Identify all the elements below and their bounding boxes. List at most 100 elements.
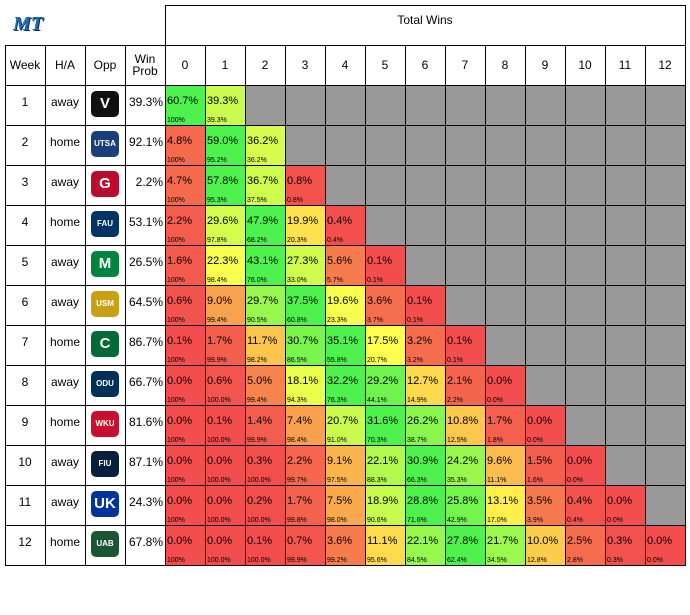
opponent-logo: ODU xyxy=(91,371,119,397)
cumulative-probability: 100% xyxy=(167,157,185,164)
cumulative-probability: 99.9% xyxy=(207,357,227,364)
week-cell: 3 xyxy=(5,165,45,205)
win-probability: 2.1% xyxy=(447,375,473,387)
win-cell: 0.0% 100% xyxy=(165,525,205,565)
cumulative-probability: 91.0% xyxy=(327,437,347,444)
win-probability: 0.0% xyxy=(167,455,193,467)
cumulative-probability: 97.8% xyxy=(207,237,227,244)
week-cell: 10 xyxy=(5,445,45,485)
win-cell: 0.2% 100.0% xyxy=(245,485,285,525)
home-away-cell: home xyxy=(45,325,85,365)
win-probability: 57.8% xyxy=(207,175,239,187)
win-count-label: 10 xyxy=(578,58,592,72)
win-cell: 1.7% 1.8% xyxy=(485,405,525,445)
win-cell: 0.4% 0.4% xyxy=(325,205,365,245)
opponent-logo: V xyxy=(91,91,119,117)
home-away-cell: away xyxy=(45,365,85,405)
win-probability: 0.0% xyxy=(167,535,193,547)
week-cell: 7 xyxy=(5,325,45,365)
opponent-logo: UAB xyxy=(91,531,119,557)
home-away-cell: home xyxy=(45,405,85,445)
empty-cell xyxy=(445,245,485,285)
win-cell: 3.2% 3.2% xyxy=(405,325,445,365)
win-probability: 28.8% xyxy=(407,495,439,507)
week-number: 3 xyxy=(21,175,29,189)
empty-cell xyxy=(445,125,485,165)
win-cell: 0.1% 100.0% xyxy=(205,405,245,445)
empty-cell xyxy=(405,85,445,125)
win-probability: 2.5% xyxy=(567,535,593,547)
opponent-cell: M xyxy=(85,245,125,285)
cumulative-probability: 1.8% xyxy=(487,437,503,444)
empty-cell xyxy=(245,85,285,125)
win-probability: 2.2% xyxy=(167,215,193,227)
win-count-label: 2 xyxy=(261,58,269,72)
week-number: 1 xyxy=(21,95,29,109)
win-probability: 1.5% xyxy=(527,455,553,467)
win-probability: 0.0% xyxy=(167,375,193,387)
cumulative-probability: 3.2% xyxy=(407,357,423,364)
win-cell: 25.8% 42.9% xyxy=(445,485,485,525)
opponent-logo: WKU xyxy=(91,411,119,437)
win-probability: 31.6% xyxy=(367,415,399,427)
win-cell: 17.5% 20.7% xyxy=(365,325,405,365)
win-probability: 0.1% xyxy=(407,295,433,307)
win-cell: 0.8% 0.8% xyxy=(285,165,325,205)
win-count-header-10: 10 xyxy=(565,45,605,85)
win-probability: 9.1% xyxy=(327,455,353,467)
win-probability: 10.8% xyxy=(447,415,479,427)
grid-line xyxy=(245,45,246,566)
empty-cell xyxy=(645,85,685,125)
cumulative-probability: 100% xyxy=(167,277,185,284)
win-cell: 22.1% 84.5% xyxy=(405,525,445,565)
empty-cell xyxy=(485,245,525,285)
win-cell: 0.0% 100% xyxy=(165,445,205,485)
empty-cell xyxy=(405,165,445,205)
home-away-cell: home xyxy=(45,125,85,165)
win-probability: 25.8% xyxy=(447,495,479,507)
win-cell: 0.6% 100.0% xyxy=(205,365,245,405)
grid-line xyxy=(285,45,286,566)
grid-line xyxy=(205,45,206,566)
win-cell: 2.1% 2.2% xyxy=(445,365,485,405)
cumulative-probability: 11.1% xyxy=(487,477,507,484)
win-probability: 0.1% xyxy=(447,335,473,347)
win-cell: 2.5% 2.8% xyxy=(565,525,605,565)
cumulative-probability: 100% xyxy=(167,237,185,244)
win-cell: 1.7% 99.9% xyxy=(205,325,245,365)
week-number: 12 xyxy=(18,535,32,549)
cumulative-probability: 100% xyxy=(167,477,185,484)
empty-cell xyxy=(605,125,645,165)
empty-cell xyxy=(645,165,685,205)
cumulative-probability: 0.4% xyxy=(567,517,583,524)
empty-cell xyxy=(605,285,645,325)
opponent-logo: G xyxy=(91,171,119,197)
cumulative-probability: 71.6% xyxy=(407,517,427,524)
win-cell: 0.0% 0.0% xyxy=(645,525,685,565)
home-away-value: away xyxy=(50,375,79,389)
cumulative-probability: 0.1% xyxy=(407,317,423,324)
win-cell: 0.0% 0.0% xyxy=(525,405,565,445)
win-cell: 0.0% 0.0% xyxy=(605,485,645,525)
week-header-label: Week xyxy=(9,58,41,72)
win-probability: 0.7% xyxy=(287,535,313,547)
cumulative-probability: 0.8% xyxy=(287,197,303,204)
empty-cell xyxy=(645,365,685,405)
grid-line xyxy=(85,45,86,566)
cumulative-probability: 0.0% xyxy=(527,437,543,444)
cumulative-probability: 100.0% xyxy=(207,517,231,524)
empty-cell xyxy=(285,125,325,165)
week-cell: 6 xyxy=(5,285,45,325)
win-prob-cell: 2.2% xyxy=(125,165,165,205)
cumulative-probability: 99.4% xyxy=(247,397,267,404)
win-prob-value: 81.6% xyxy=(128,415,163,429)
win-cell: 36.2% 36.2% xyxy=(245,125,285,165)
win-probability: 29.7% xyxy=(247,295,279,307)
win-cell: 3.6% 3.7% xyxy=(365,285,405,325)
win-probability: 10.0% xyxy=(527,535,559,547)
win-cell: 3.6% 99.2% xyxy=(325,525,365,565)
win-count-header-7: 7 xyxy=(445,45,485,85)
week-number: 9 xyxy=(21,415,29,429)
empty-cell xyxy=(405,245,445,285)
win-cell: 18.1% 94.3% xyxy=(285,365,325,405)
